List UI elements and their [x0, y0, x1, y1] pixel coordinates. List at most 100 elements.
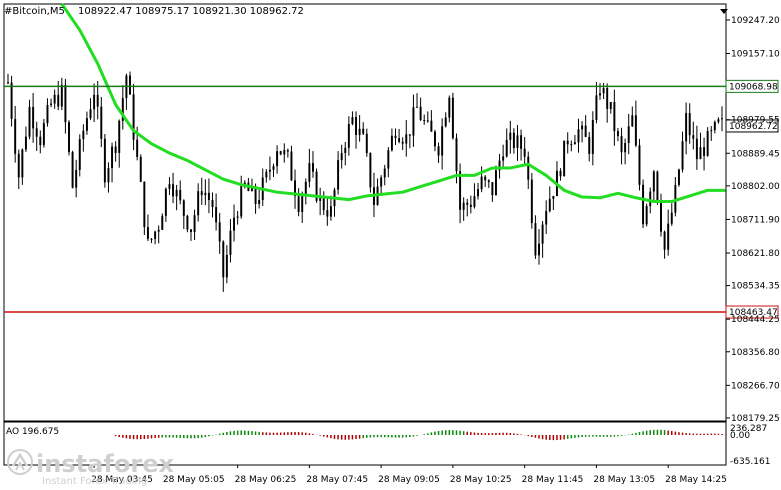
- candle-body: [103, 138, 106, 183]
- candle-body: [107, 168, 110, 183]
- candle-body: [419, 106, 422, 121]
- level-price-box: [725, 305, 779, 319]
- candle-body: [670, 212, 673, 224]
- candle-body: [660, 202, 662, 232]
- candle-body: [566, 140, 569, 145]
- candle-body: [164, 188, 167, 216]
- candle-body: [301, 195, 304, 213]
- ao-scale-bottom: -635.161: [730, 457, 770, 467]
- candle-body: [405, 134, 408, 144]
- brand-tagline: Instant Forex Trading: [42, 476, 147, 486]
- candle-body: [516, 135, 519, 148]
- candle-body: [509, 132, 512, 140]
- candles-layer: [7, 71, 723, 292]
- logo-mark-icon: [7, 449, 33, 475]
- candle-body: [82, 130, 85, 140]
- candle-body: [530, 179, 533, 224]
- candle-body: [7, 82, 9, 84]
- candle-body: [459, 171, 462, 210]
- y-tick-label: 108889.45: [731, 149, 780, 159]
- candle-body: [398, 138, 401, 142]
- candle-body: [441, 126, 444, 156]
- candle-body: [523, 148, 526, 157]
- candle-body: [706, 131, 709, 156]
- y-tick-label: 108266.70: [731, 381, 780, 391]
- candle-body: [656, 171, 659, 203]
- candle-body: [250, 186, 253, 191]
- candle-body: [286, 150, 289, 152]
- candle-body: [491, 182, 494, 196]
- y-tick-label: 109247.20: [731, 16, 780, 26]
- candle-body: [146, 227, 149, 239]
- candle-body: [283, 150, 286, 155]
- candle-body: [32, 106, 35, 129]
- main-plot-area[interactable]: [3, 3, 727, 422]
- candle-body: [692, 135, 695, 139]
- candle-body: [114, 146, 117, 153]
- candle-body: [351, 117, 354, 125]
- candle-body: [175, 189, 178, 197]
- candle-body: [444, 117, 447, 127]
- candle-body: [584, 125, 587, 137]
- candle-body: [96, 94, 99, 107]
- candle-body: [609, 102, 612, 109]
- candle-body: [408, 134, 411, 136]
- candle-body: [157, 229, 160, 232]
- candle-body: [652, 171, 655, 192]
- candle-body: [222, 241, 225, 278]
- symbol-label: #Bitcoin,M5: [4, 6, 65, 17]
- candle-body: [703, 147, 706, 156]
- candle-body: [179, 189, 182, 201]
- candle-body: [17, 153, 20, 178]
- candle-body: [75, 169, 78, 188]
- candle-body: [426, 120, 429, 122]
- candle-body: [258, 200, 261, 204]
- candle-body: [387, 150, 390, 169]
- candle-body: [713, 121, 716, 131]
- y-tick-label: 108802.00: [731, 182, 780, 192]
- candle-body: [265, 171, 268, 178]
- candle-body: [161, 215, 164, 230]
- candle-body: [154, 231, 157, 239]
- candle-body: [204, 192, 207, 196]
- moving-average-layer: [60, 3, 726, 204]
- candle-body: [53, 94, 56, 104]
- collapse-arrow-icon[interactable]: [720, 9, 728, 14]
- candle-body: [39, 136, 42, 146]
- indicator-panel[interactable]: [3, 421, 727, 466]
- candle-body: [268, 169, 271, 172]
- candle-body: [642, 184, 645, 225]
- candle-body: [595, 95, 598, 120]
- candle-body: [631, 115, 634, 127]
- candle-body: [570, 144, 573, 146]
- ao-scale-top: 236.287: [730, 424, 767, 434]
- current-price-label: 108962.72: [729, 122, 778, 132]
- candle-body: [172, 184, 175, 197]
- indicator-frame: [3, 421, 727, 466]
- candle-body: [340, 153, 343, 161]
- candle-body: [85, 118, 88, 131]
- candle-body: [534, 223, 537, 256]
- candle-body: [588, 136, 591, 154]
- candle-body: [573, 142, 576, 145]
- candle-body: [344, 147, 347, 154]
- candle-body: [358, 128, 361, 135]
- candle-body: [315, 171, 318, 201]
- candle-body: [89, 109, 92, 119]
- level-price-label: 109068.98: [729, 82, 778, 92]
- candle-body: [480, 176, 483, 190]
- candle-body: [218, 222, 221, 242]
- y-tick-label: 108444.25: [731, 315, 780, 325]
- candle-body: [78, 139, 81, 170]
- candle-body: [254, 186, 257, 204]
- candle-body: [28, 106, 31, 137]
- candle-body: [645, 206, 648, 225]
- candle-body: [182, 200, 185, 216]
- candle-body: [577, 129, 580, 143]
- candle-body: [559, 170, 562, 177]
- candle-body: [139, 156, 142, 182]
- candle-body: [60, 84, 63, 107]
- candle-body: [606, 88, 609, 109]
- candle-body: [634, 115, 637, 146]
